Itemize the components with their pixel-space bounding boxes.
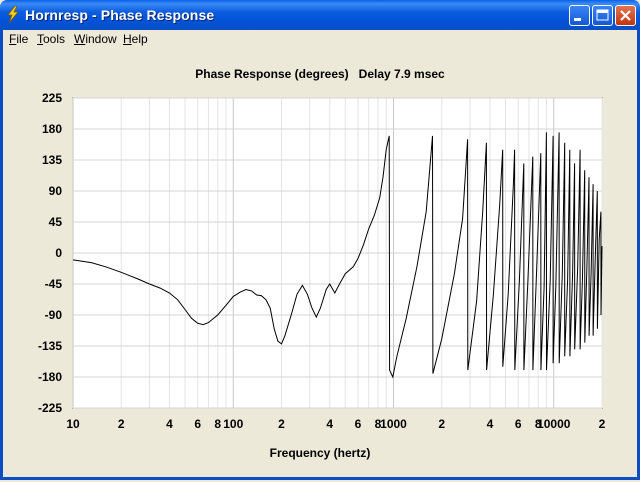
x-tick-label: 100 <box>223 417 243 431</box>
y-tick-label: 45 <box>49 215 63 229</box>
x-tick-label: 2 <box>438 417 445 431</box>
x-tick-label: 2 <box>118 417 125 431</box>
x-tick-label: 4 <box>326 417 333 431</box>
x-tick-label: 6 <box>194 417 201 431</box>
maximize-button[interactable] <box>592 5 613 26</box>
x-tick-label: 2 <box>599 417 606 431</box>
close-icon <box>620 10 631 21</box>
menu-help[interactable]: Help <box>123 32 148 46</box>
y-tick-label: 90 <box>49 184 63 198</box>
menu-tools[interactable]: Tools <box>37 32 66 46</box>
x-tick-label: 4 <box>487 417 494 431</box>
minimize-icon <box>574 18 581 21</box>
window-title: Hornresp - Phase Response <box>25 7 215 23</box>
x-tick-label: 6 <box>355 417 362 431</box>
x-tick-label: 8 <box>535 417 542 431</box>
x-tick-label: 1000 <box>380 417 407 431</box>
y-tick-label: -90 <box>45 308 63 322</box>
menu-bar: File Tools Window Help <box>3 30 637 48</box>
y-tick-label: 225 <box>42 91 62 105</box>
menu-file[interactable]: File <box>9 32 29 46</box>
x-tick-label: 6 <box>515 417 522 431</box>
grid-lines <box>72 97 603 409</box>
x-tick-label: 10 <box>66 417 80 431</box>
x-tick-label: 2 <box>278 417 285 431</box>
x-tick-label: 8 <box>214 417 221 431</box>
title-bar[interactable]: Hornresp - Phase Response <box>0 0 640 30</box>
x-tick-label: 10000 <box>537 417 571 431</box>
x-axis-label: Frequency (hertz) <box>270 446 371 460</box>
close-button[interactable] <box>615 5 636 26</box>
maximize-icon <box>596 9 609 21</box>
y-tick-label: 180 <box>42 122 62 136</box>
hornresp-app-icon <box>7 6 19 23</box>
y-tick-label: -225 <box>38 401 62 415</box>
window-frame-right <box>637 30 640 480</box>
y-tick-label: 0 <box>55 246 62 260</box>
y-tick-label: -180 <box>38 370 62 384</box>
y-axis-ticks: 225 180 135 90 45 0 -45 -90 -135 -180 -225 <box>38 91 62 415</box>
chart-title: Phase Response (degrees) Delay 7.9 msec <box>195 67 445 81</box>
x-tick-label: 4 <box>166 417 173 431</box>
y-tick-label: -45 <box>45 277 63 291</box>
y-tick-label: -135 <box>38 339 62 353</box>
chart-area: Phase Response (degrees) Delay 7.9 msec … <box>3 48 637 477</box>
phase-curve <box>72 132 603 379</box>
y-tick-label: 135 <box>42 153 62 167</box>
menu-window[interactable]: Window <box>74 32 117 46</box>
window-frame-bottom <box>0 477 640 480</box>
phase-response-chart: Phase Response (degrees) Delay 7.9 msec … <box>38 67 606 460</box>
minimize-button[interactable] <box>569 5 590 26</box>
window-frame-left <box>0 30 3 480</box>
x-tick-label: 8 <box>375 417 382 431</box>
